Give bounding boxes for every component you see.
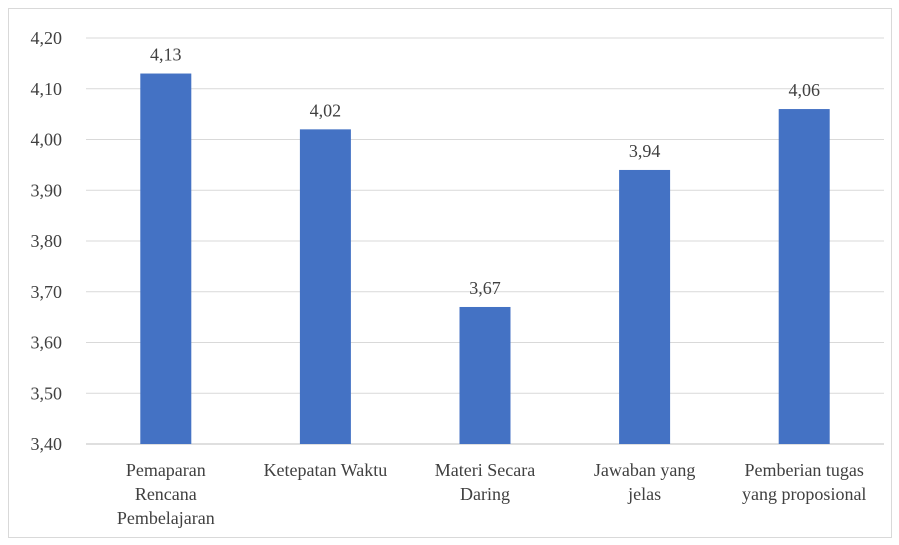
y-tick-label: 3,40 (31, 434, 63, 454)
bar (299, 129, 351, 444)
y-tick-label: 3,70 (31, 282, 63, 302)
data-label: 3,67 (469, 278, 501, 298)
bar (459, 306, 511, 444)
data-label: 4,13 (150, 45, 182, 65)
y-tick-label: 3,80 (31, 231, 63, 251)
x-category-label: Ketepatan Waktu (264, 460, 388, 480)
x-category-label: Jawaban yang jelas (594, 460, 695, 504)
y-axis-ticks: 3,40 3,50 3,60 3,70 3,80 3,90 4,00 4,10 4,20 (31, 28, 63, 454)
data-label: 3,94 (629, 141, 661, 161)
x-axis-labels: Pemaparan Rencana Pembelajaran Ketepatan Wa… (117, 460, 867, 528)
y-tick-label: 4,10 (31, 79, 63, 99)
y-tick-label: 3,60 (31, 333, 63, 353)
data-labels: 4,13 4,02 3,67 3,94 4,06 (150, 45, 820, 298)
data-label: 4,02 (310, 100, 342, 120)
bars (140, 73, 830, 445)
y-tick-label: 4,20 (31, 28, 63, 48)
y-tick-label: 3,50 (31, 383, 63, 403)
bar (778, 109, 830, 445)
bar (619, 169, 671, 444)
y-tick-label: 3,90 (31, 180, 63, 200)
x-category-label: Pemberian tugas yang proposional (742, 460, 866, 504)
x-category-label: Materi Secara Daring (435, 460, 535, 504)
grid-lines (86, 37, 884, 445)
data-label: 4,06 (788, 80, 820, 100)
y-tick-label: 4,00 (31, 130, 63, 150)
x-category-label: Pemaparan Rencana Pembelajaran (117, 460, 215, 528)
bar (140, 73, 192, 445)
